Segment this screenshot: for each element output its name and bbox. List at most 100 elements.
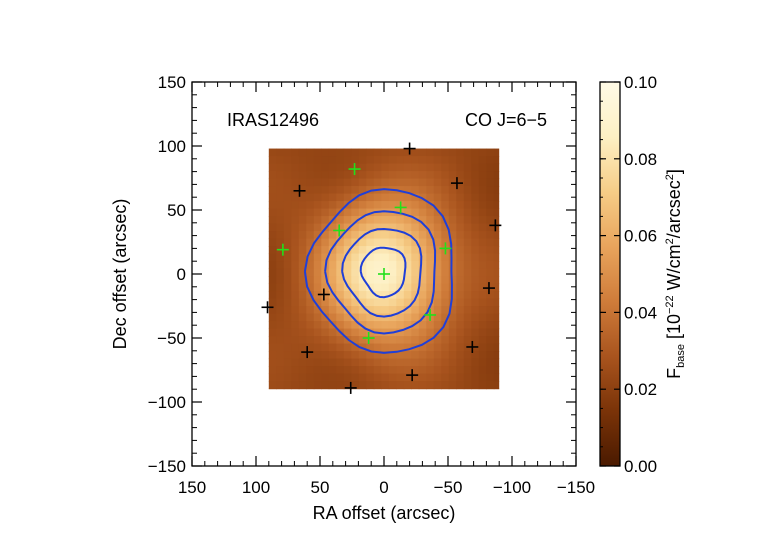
map-pixel <box>463 171 472 180</box>
map-pixel <box>486 306 495 315</box>
map-pixel <box>336 291 345 300</box>
map-pixel <box>478 283 487 292</box>
map-pixel <box>426 261 435 270</box>
map-pixel <box>343 193 352 202</box>
map-pixel <box>321 193 330 202</box>
green-cross-marker <box>333 224 346 237</box>
map-pixel <box>433 163 442 172</box>
map-pixel <box>388 306 397 315</box>
map-pixel <box>321 148 330 157</box>
map-pixel <box>336 321 345 330</box>
map-pixel <box>358 358 367 367</box>
map-pixel <box>268 343 277 352</box>
map-pixel <box>291 201 300 210</box>
map-pixel <box>381 298 390 307</box>
map-pixel <box>448 373 457 382</box>
map-pixel <box>381 148 390 157</box>
map-pixel <box>328 253 337 262</box>
x-tick-label: 0 <box>379 478 388 497</box>
map-pixel <box>456 148 465 157</box>
map-pixel <box>463 298 472 307</box>
map-pixel <box>426 186 435 195</box>
map-pixel <box>403 246 412 255</box>
map-pixel <box>493 321 500 330</box>
map-pixel <box>396 148 405 157</box>
map-pixel <box>471 163 480 172</box>
map-pixel <box>313 343 322 352</box>
map-pixel <box>321 321 330 330</box>
map-pixel <box>396 231 405 240</box>
map-pixel <box>291 216 300 225</box>
map-pixel <box>478 148 487 157</box>
map-pixel <box>343 148 352 157</box>
map-pixel <box>366 238 375 247</box>
map-pixel <box>351 268 360 277</box>
map-pixel <box>336 238 345 247</box>
map-pixel <box>343 261 352 270</box>
map-pixel <box>358 306 367 315</box>
map-pixel <box>336 283 345 292</box>
map-pixel <box>381 283 390 292</box>
map-pixel <box>276 261 285 270</box>
map-pixel <box>411 276 420 285</box>
map-pixel <box>441 171 450 180</box>
map-pixel <box>298 366 307 375</box>
map-pixel <box>441 186 450 195</box>
map-pixel <box>313 178 322 187</box>
map-pixel <box>448 351 457 360</box>
map-pixel <box>486 298 495 307</box>
map-pixel <box>291 298 300 307</box>
map-pixel <box>343 171 352 180</box>
map-pixel <box>336 366 345 375</box>
map-pixel <box>351 231 360 240</box>
map-pixel <box>298 208 307 217</box>
map-pixel <box>463 231 472 240</box>
map-pixel <box>268 373 277 382</box>
map-pixel <box>373 193 382 202</box>
map-pixel <box>388 313 397 322</box>
map-pixel <box>298 261 307 270</box>
map-pixel <box>366 298 375 307</box>
map-pixel <box>268 253 277 262</box>
map-pixel <box>463 276 472 285</box>
map-pixel <box>336 351 345 360</box>
map-pixel <box>298 373 307 382</box>
y-tick-label: 150 <box>158 73 186 92</box>
map-pixel <box>478 336 487 345</box>
map-pixel <box>403 238 412 247</box>
map-pixel <box>283 156 292 165</box>
map-pixel <box>463 186 472 195</box>
map-pixel <box>493 148 500 157</box>
map-pixel <box>276 276 285 285</box>
map-pixel <box>313 156 322 165</box>
map-pixel <box>298 351 307 360</box>
map-pixel <box>478 351 487 360</box>
map-pixel <box>433 306 442 315</box>
map-pixel <box>366 366 375 375</box>
map-pixel <box>291 373 300 382</box>
map-pixel <box>336 343 345 352</box>
map-pixel <box>411 178 420 187</box>
map-pixel <box>418 231 427 240</box>
map-pixel <box>403 381 412 390</box>
map-pixel <box>493 186 500 195</box>
map-pixel <box>366 306 375 315</box>
map-pixel <box>381 193 390 202</box>
map-pixel <box>291 336 300 345</box>
green-cross-marker <box>276 243 289 256</box>
map-pixel <box>373 366 382 375</box>
map-pixel <box>313 268 322 277</box>
map-pixel <box>441 306 450 315</box>
map-pixel <box>268 231 277 240</box>
map-pixel <box>283 321 292 330</box>
y-axis-ticks: 150 100 50 0 −50 −100 −150 <box>148 73 576 476</box>
map-pixel <box>493 366 500 375</box>
map-pixel <box>268 178 277 187</box>
map-pixel <box>321 366 330 375</box>
map-pixel <box>463 358 472 367</box>
map-pixel <box>336 336 345 345</box>
map-pixel <box>268 238 277 247</box>
map-pixel <box>373 231 382 240</box>
map-pixel <box>486 223 495 232</box>
x-axis-title: RA offset (arcsec) <box>313 503 456 523</box>
